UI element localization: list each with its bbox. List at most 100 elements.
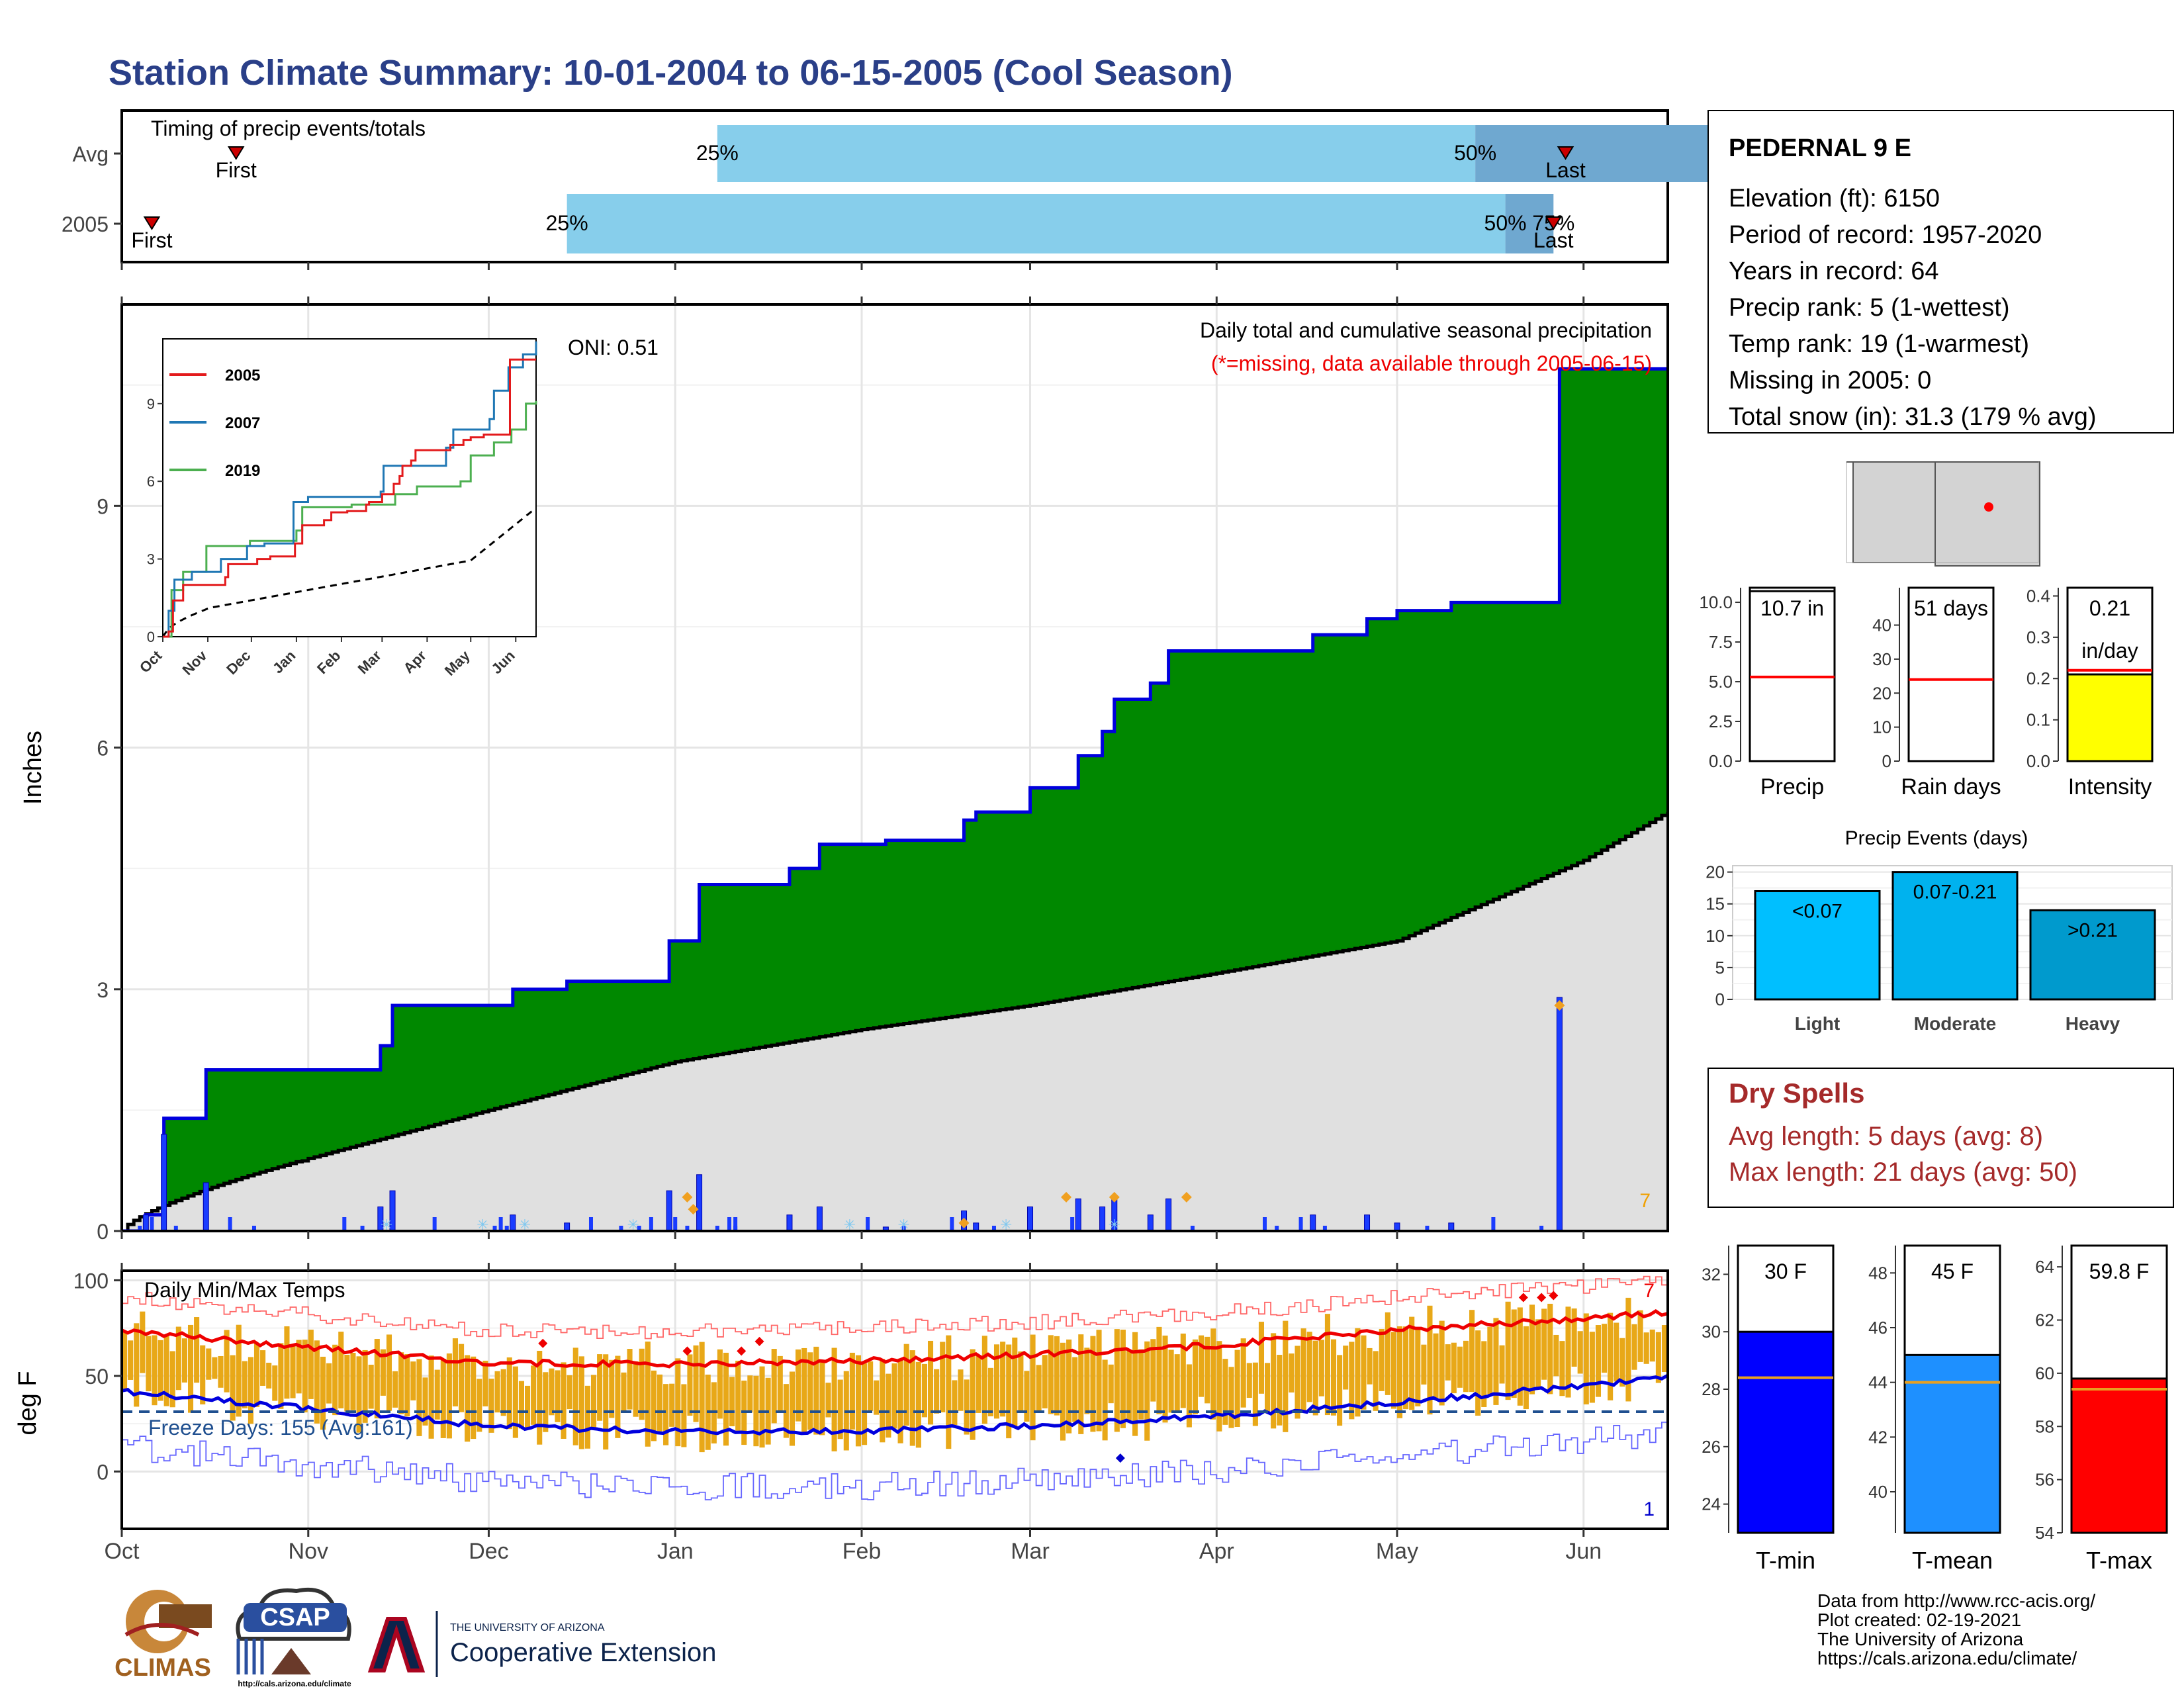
daily-temp-bar bbox=[621, 1372, 627, 1412]
temp-bar-tick-label: 46 bbox=[1868, 1318, 1888, 1338]
events-category-label: Light bbox=[1795, 1013, 1840, 1034]
daily-precip-bar bbox=[203, 1182, 209, 1231]
daily-temp-bar bbox=[1511, 1309, 1517, 1398]
daily-temp-bar bbox=[446, 1353, 452, 1439]
daily-temp-bar bbox=[471, 1356, 477, 1440]
station-location-marker bbox=[1984, 502, 1993, 512]
daily-precip-bar bbox=[1099, 1206, 1106, 1231]
daily-temp-bar bbox=[128, 1340, 134, 1380]
month-tick-label: Apr bbox=[1199, 1539, 1234, 1564]
daily-temp-bar bbox=[206, 1348, 212, 1380]
daily-temp-bar bbox=[1631, 1324, 1637, 1370]
daily-temp-bar bbox=[981, 1336, 987, 1424]
daily-precip-small-bar bbox=[492, 1226, 497, 1231]
events-category-label: Moderate bbox=[1914, 1013, 1996, 1034]
daily-temp-bar bbox=[1186, 1364, 1192, 1428]
precip-y-label: Inches bbox=[19, 731, 47, 805]
daily-temp-bar bbox=[1156, 1326, 1162, 1414]
daily-temp-bar bbox=[927, 1340, 934, 1425]
daily-precip-small-bar bbox=[1322, 1226, 1327, 1231]
dry-spells-frame bbox=[1707, 1068, 2174, 1208]
snow-marker: ✳ bbox=[897, 1216, 909, 1233]
daily-precip-small-bar bbox=[950, 1217, 954, 1231]
daily-temp-bar bbox=[1138, 1349, 1144, 1420]
daily-temp-bar bbox=[1481, 1341, 1487, 1407]
daily-temp-bar bbox=[537, 1350, 543, 1445]
daily-temp-bar bbox=[1289, 1353, 1295, 1393]
daily-precip-small-bar bbox=[715, 1226, 719, 1231]
daily-temp-bar bbox=[651, 1370, 657, 1441]
daily-temp-bar bbox=[1150, 1339, 1156, 1402]
timing-bar-q25-q50 bbox=[567, 194, 1506, 253]
daily-temp-bar bbox=[302, 1340, 308, 1413]
daily-temp-bar bbox=[633, 1361, 639, 1417]
daily-temp-bar bbox=[284, 1326, 290, 1399]
daily-temp-bar bbox=[747, 1375, 753, 1413]
ua-big-text: Cooperative Extension bbox=[450, 1638, 716, 1667]
record-high-marker bbox=[754, 1336, 764, 1346]
daily-temp-bar bbox=[224, 1330, 230, 1393]
temp-bar-tick-label: 62 bbox=[2035, 1310, 2054, 1330]
temp-y-tick-label: 0 bbox=[97, 1460, 109, 1484]
inset-y-tick-label: 3 bbox=[147, 551, 155, 568]
temp-bar-tick-label: 48 bbox=[1868, 1263, 1888, 1283]
daily-precip-small-bar bbox=[1425, 1226, 1430, 1231]
daily-precip-small-bar bbox=[866, 1217, 870, 1231]
daily-temp-bar bbox=[1379, 1328, 1385, 1391]
daily-temp-bar bbox=[1541, 1308, 1547, 1380]
month-tick-label: Jan bbox=[657, 1539, 694, 1564]
footer-line: https://cals.arizona.edu/climate/ bbox=[1817, 1648, 2077, 1668]
csap-mountain bbox=[271, 1648, 311, 1674]
daily-temp-bar bbox=[1144, 1341, 1150, 1441]
temp-bar-tick-label: 28 bbox=[1702, 1379, 1721, 1399]
daily-temp-bar bbox=[194, 1317, 200, 1383]
daily-temp-bar bbox=[597, 1354, 603, 1421]
daily-temp-bar bbox=[163, 1335, 169, 1406]
daily-temp-bar bbox=[903, 1344, 909, 1426]
daily-precip-small-bar bbox=[1263, 1217, 1267, 1231]
record-precip-marker bbox=[1061, 1191, 1072, 1203]
climas-logo: CLIMAS bbox=[114, 1590, 212, 1682]
snow-marker: ✳ bbox=[381, 1216, 392, 1233]
daily-temp-bar bbox=[386, 1334, 392, 1411]
daily-temp-bar bbox=[1306, 1332, 1312, 1402]
events-title: Precip Events (days) bbox=[1845, 827, 2028, 849]
daily-temp-bar bbox=[1655, 1332, 1661, 1383]
daily-temp-bar bbox=[326, 1363, 332, 1404]
daily-precip-small-bar bbox=[649, 1217, 653, 1231]
mini-bar-tick-label: 30 bbox=[1872, 649, 1891, 669]
daily-temp-bar bbox=[789, 1371, 796, 1446]
daily-temp-bar bbox=[494, 1371, 500, 1413]
daily-temp-bar bbox=[1318, 1340, 1324, 1396]
inset-legend-label: 2019 bbox=[225, 462, 260, 480]
daily-precip-small-bar bbox=[817, 1226, 822, 1231]
temp-bar-tick-label: 44 bbox=[1868, 1373, 1888, 1393]
events-tick-label: 15 bbox=[1706, 894, 1725, 914]
season-totals-bars: 0.0 2.5 5.0 7.5 10.0 10.7 in Precip 0 10 20 30 40 51… bbox=[1699, 586, 2154, 800]
daily-temp-bar bbox=[1199, 1335, 1205, 1397]
temp-bar-tick-label: 30 bbox=[1702, 1322, 1721, 1342]
daily-temp-bar bbox=[801, 1348, 807, 1435]
mini-bar-tick-label: 0.0 bbox=[2026, 751, 2050, 771]
ua-a-mark bbox=[367, 1617, 426, 1672]
daily-temp-bar bbox=[1108, 1364, 1114, 1404]
month-tick-label: Feb bbox=[842, 1539, 882, 1564]
daily-temp-bar bbox=[561, 1362, 567, 1439]
inset-y-tick-label: 6 bbox=[147, 473, 155, 490]
timing-row-label: Avg bbox=[72, 142, 109, 166]
daily-temp-bar bbox=[344, 1354, 350, 1412]
daily-temp-bar bbox=[1132, 1332, 1138, 1436]
daily-temp-bar bbox=[1084, 1348, 1090, 1414]
month-tick-label: Oct bbox=[105, 1539, 140, 1564]
daily-temp-bar bbox=[524, 1385, 531, 1429]
timing-row-label: 2005 bbox=[62, 212, 109, 236]
daily-temp-bar bbox=[543, 1372, 549, 1432]
daily-temp-bar bbox=[1415, 1328, 1421, 1406]
footer-line: Plot created: 02-19-2021 bbox=[1817, 1610, 2021, 1630]
precip-events-chart: Precip Events (days) 0 5 10 15 20 <0.07 Light 0… bbox=[1706, 827, 2173, 1034]
daily-temp-bar bbox=[482, 1360, 488, 1406]
cumulative-avg-area bbox=[122, 811, 1668, 1231]
daily-temp-bar bbox=[477, 1379, 482, 1432]
daily-temp-bar bbox=[567, 1375, 572, 1410]
daily-temp-bar bbox=[1096, 1330, 1102, 1432]
